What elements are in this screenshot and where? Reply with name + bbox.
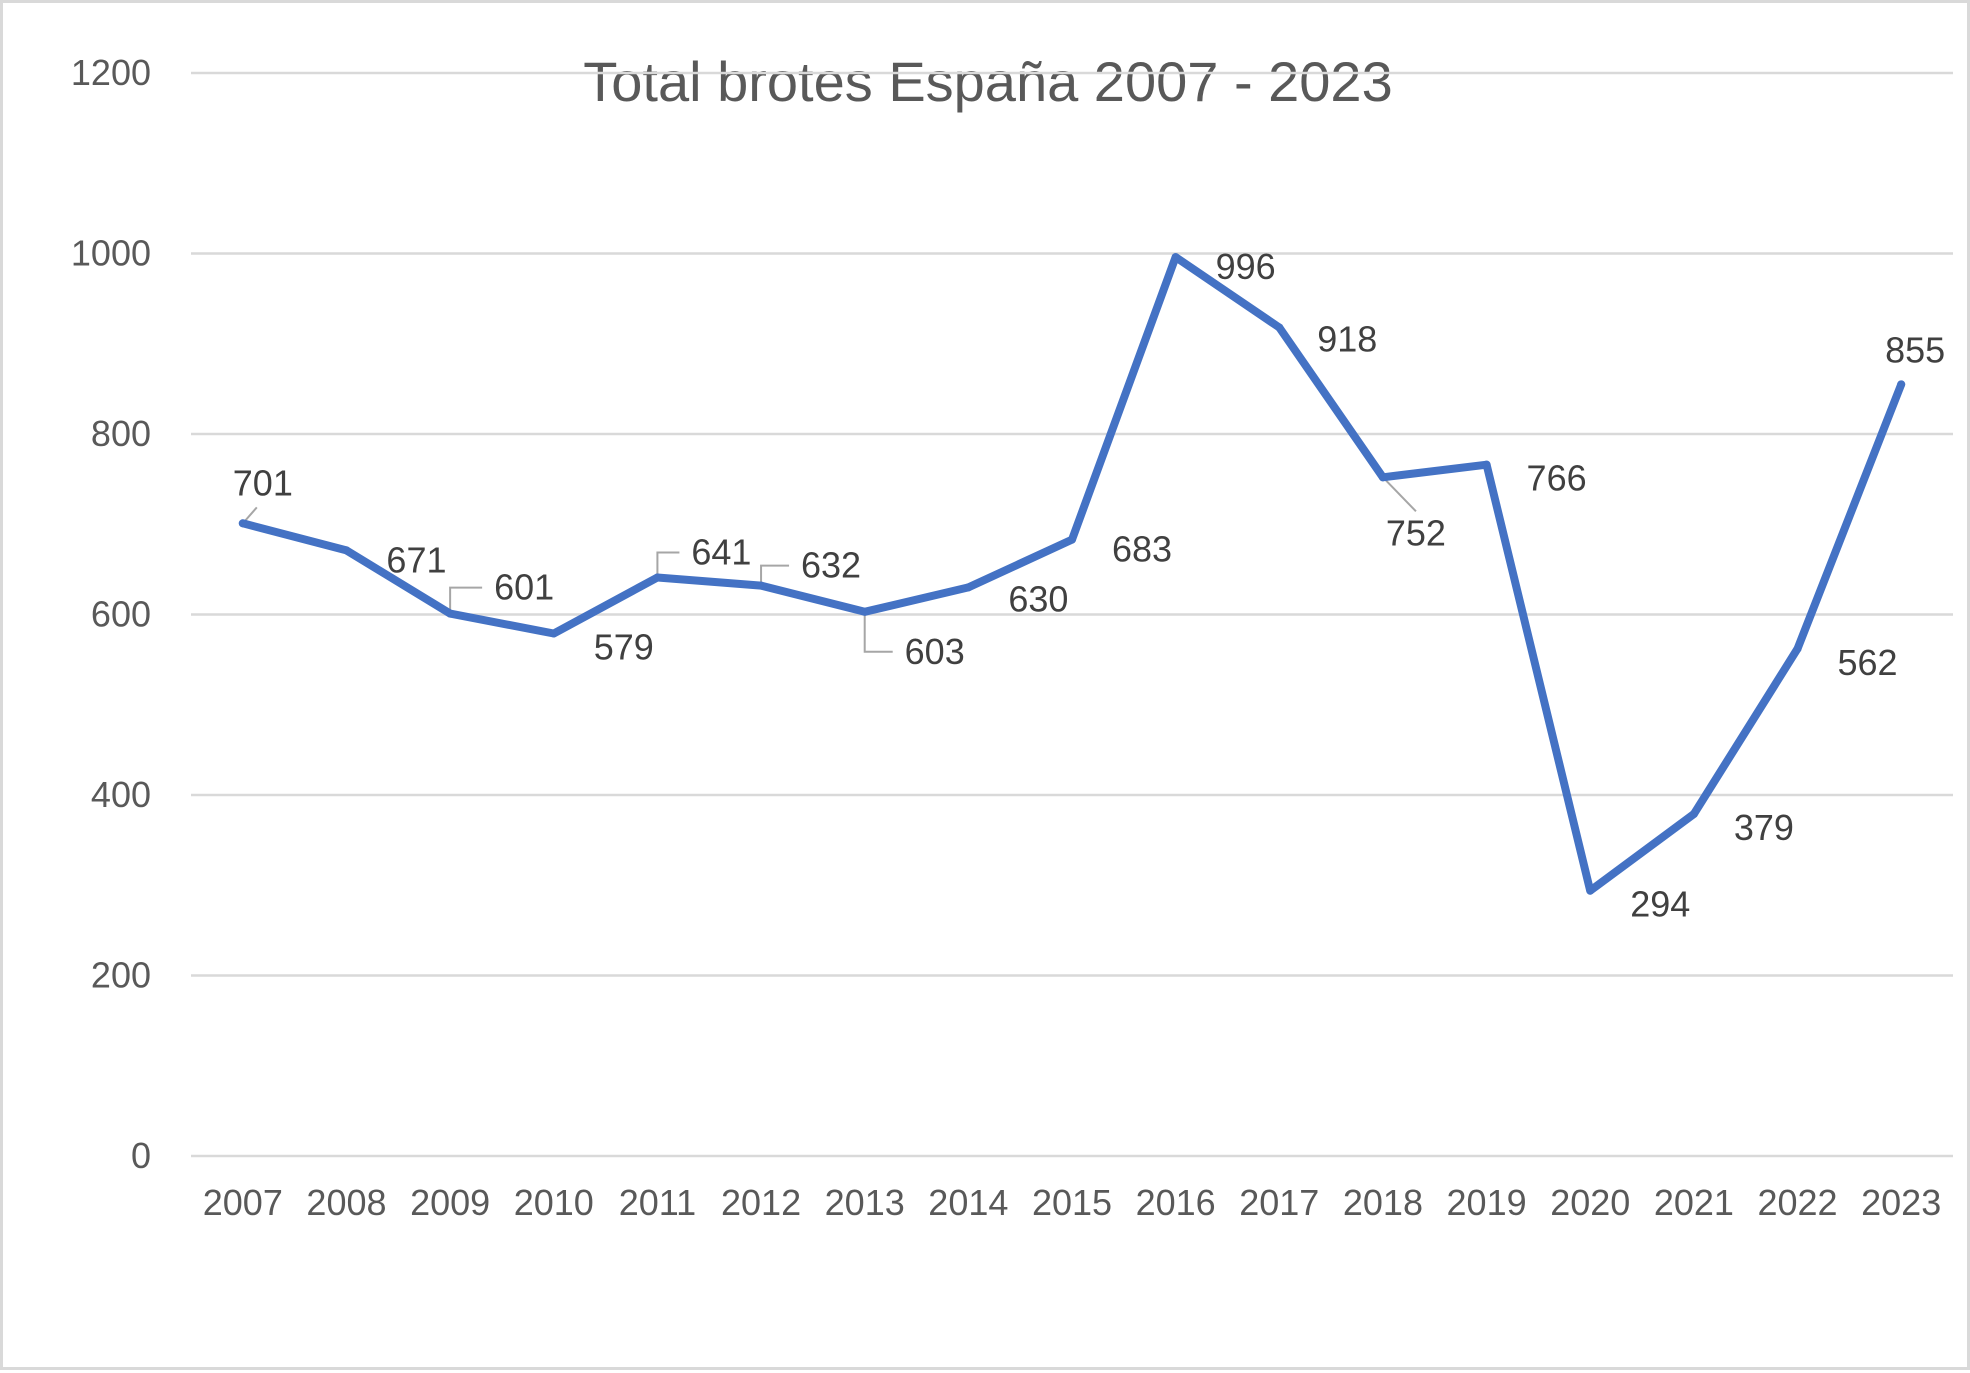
- data-label: 855: [1885, 329, 1945, 370]
- data-label: 918: [1317, 319, 1377, 360]
- x-tick-label: 2007: [203, 1182, 283, 1223]
- data-label: 379: [1734, 807, 1794, 848]
- data-point: [1689, 809, 1698, 818]
- data-label: 601: [494, 567, 554, 608]
- leader-line: [449, 586, 483, 614]
- line-chart: Total brotes España 2007 - 2023 0 200 400 6…: [71, 50, 1953, 1223]
- leader-line: [656, 551, 680, 578]
- leader-line: [1382, 476, 1417, 513]
- data-point: [549, 629, 558, 638]
- y-tick-label: 1200: [71, 52, 151, 93]
- x-tick-label: 2010: [514, 1182, 594, 1223]
- data-point: [860, 607, 869, 616]
- data-point: [964, 583, 973, 592]
- data-label: 996: [1216, 246, 1276, 287]
- data-point: [757, 581, 766, 590]
- x-tick-label: 2008: [306, 1182, 386, 1223]
- y-tick-label: 0: [131, 1135, 151, 1176]
- y-tick-label: 600: [91, 594, 151, 635]
- x-tick-label: 2012: [721, 1182, 801, 1223]
- data-label: 766: [1527, 458, 1587, 499]
- data-point: [1068, 535, 1076, 544]
- data-label: 671: [386, 539, 446, 580]
- x-tick-label: 2023: [1861, 1182, 1941, 1223]
- y-tick-label: 400: [91, 774, 151, 815]
- data-label: 294: [1630, 884, 1690, 925]
- y-tick-label: 1000: [71, 233, 151, 274]
- data-label: 630: [1008, 578, 1068, 619]
- data-point: [1586, 886, 1595, 895]
- data-label: 632: [801, 545, 861, 586]
- data-label: 641: [691, 531, 751, 572]
- data-label: 603: [905, 631, 965, 672]
- x-tick-label: 2013: [825, 1182, 905, 1223]
- x-tick-label: 2015: [1032, 1182, 1112, 1223]
- leader-line: [863, 611, 893, 653]
- x-axis-ticks: 2007 2008 2009 2010 2011 2012 2013 2014 2015 2016…: [203, 1182, 1941, 1223]
- leader-line: [760, 564, 790, 586]
- x-tick-label: 2014: [928, 1182, 1008, 1223]
- y-tick-label: 800: [91, 413, 151, 454]
- data-point: [1378, 473, 1387, 482]
- x-tick-label: 2022: [1757, 1182, 1837, 1223]
- chart-title: Total brotes España 2007 - 2023: [583, 50, 1392, 113]
- data-point: [342, 546, 351, 555]
- y-axis-ticks: 0 200 400 600 800 1000 1200: [71, 52, 151, 1176]
- x-tick-label: 2017: [1239, 1182, 1319, 1223]
- series-layer: [238, 253, 1906, 895]
- data-point: [1793, 644, 1802, 653]
- x-tick-label: 2019: [1447, 1182, 1527, 1223]
- data-point: [1897, 380, 1906, 389]
- data-point: [1275, 323, 1284, 332]
- data-point: [653, 573, 662, 582]
- data-point: [1171, 253, 1180, 262]
- data-label: 579: [594, 626, 654, 667]
- y-tick-label: 200: [91, 955, 151, 996]
- data-label: 562: [1837, 642, 1897, 683]
- x-tick-label: 2020: [1550, 1182, 1630, 1223]
- data-point: [1482, 460, 1491, 469]
- data-label: 752: [1386, 512, 1446, 553]
- data-labels: 701 671 601 579 641 632 603 630 683 996 918 752 766 2…: [233, 246, 1945, 925]
- data-point: [238, 519, 247, 528]
- data-label: 701: [233, 462, 293, 503]
- gridlines: [191, 71, 1953, 1158]
- x-tick-label: 2011: [619, 1182, 696, 1223]
- x-tick-label: 2021: [1654, 1182, 1734, 1223]
- x-tick-label: 2016: [1136, 1182, 1216, 1223]
- x-tick-label: 2018: [1343, 1182, 1423, 1223]
- data-label: 683: [1112, 529, 1172, 570]
- data-label-leaders: [242, 476, 1417, 653]
- x-tick-label: 2009: [410, 1182, 490, 1223]
- data-point: [446, 609, 455, 618]
